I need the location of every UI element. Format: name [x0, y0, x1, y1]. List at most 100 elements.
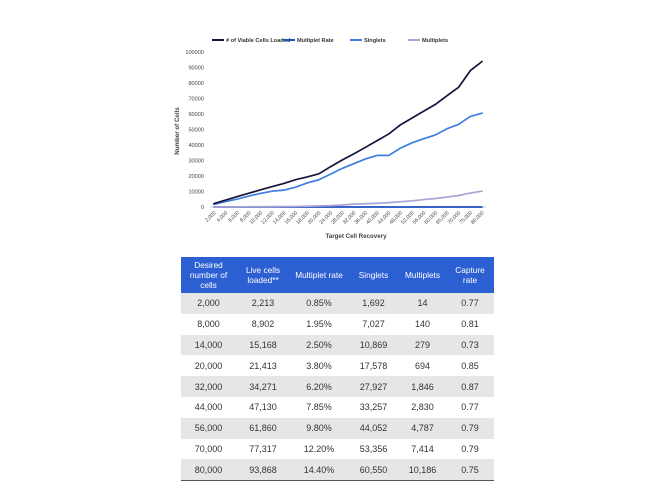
table-cell: 1.95%: [290, 313, 348, 335]
table-row: 32,000 34,271 6.20% 27,927 1,846 0.87: [181, 376, 494, 397]
chart-legend: # of Viable Cells Loaded Multiplet Rate Si…: [212, 38, 448, 44]
table-cell: 3.80%: [290, 355, 348, 377]
table-cell: 93,868: [236, 459, 290, 482]
table-cell: 7.85%: [290, 396, 348, 418]
table-header-cell: Live cells loaded**: [236, 257, 290, 293]
table-cell: 10,186: [399, 459, 446, 482]
table-cell: 0.75: [446, 459, 494, 482]
table-cell: 32,000: [181, 376, 236, 397]
legend-label: Multiplet Rate: [297, 38, 334, 44]
table-cell: 10,869: [348, 334, 399, 356]
table-cell: 47,130: [236, 396, 290, 418]
table-cell: 44,052: [348, 417, 399, 439]
results-table: Desired number of cells Live cells loaded…: [181, 257, 494, 482]
legend-label: Singlets: [364, 38, 386, 44]
legend-item: Multiplet Rate: [283, 38, 334, 44]
legend-item: Multiplets: [408, 38, 448, 44]
table-cell: 60,550: [348, 459, 399, 482]
x-tick-label: 4,000: [216, 210, 230, 224]
y-tick-label: 80000: [188, 81, 204, 87]
y-axis-title: Number of Cells: [174, 107, 181, 155]
table-cell: 44,000: [181, 396, 236, 418]
table-row: 8,000 8,902 1.95% 7,027 140 0.81: [181, 313, 494, 335]
table-row: 14,000 15,168 2.50% 10,869 279 0.73: [181, 334, 494, 356]
line-chart: # of Viable Cells Loaded Multiplet Rate Si…: [174, 38, 486, 240]
table-cell: 279: [399, 334, 446, 356]
table-cell: 0.85%: [290, 293, 348, 314]
x-axis: 2,0004,0006,0008,00010,00012,00014,00016…: [204, 206, 486, 226]
table-cell: 61,860: [236, 417, 290, 439]
table-cell: 14,000: [181, 334, 236, 356]
table-header-row: Desired number of cells Live cells loaded…: [181, 257, 494, 293]
table-cell: 7,414: [399, 438, 446, 460]
table-row: 44,000 47,130 7.85% 33,257 2,830 0.77: [181, 396, 494, 418]
table-cell: 9.80%: [290, 417, 348, 439]
plot-area: [213, 60, 483, 208]
table-cell: 0.79: [446, 417, 494, 439]
table-cell: 4,787: [399, 417, 446, 439]
table-row: 70,000 77,317 12.20% 53,356 7,414 0.79: [181, 438, 494, 460]
table-cell: 2.50%: [290, 334, 348, 356]
y-tick-label: 40000: [188, 143, 204, 149]
table-cell: 8,000: [181, 313, 236, 335]
x-tick-label: 80,000: [470, 210, 486, 226]
y-tick-label: 30000: [188, 159, 204, 165]
table-row: 2,000 2,213 0.85% 1,692 14 0.77: [181, 293, 494, 314]
table-header-cell: Multiplet rate: [290, 257, 348, 293]
table-cell: 1,692: [348, 293, 399, 314]
legend-item: Singlets: [350, 38, 386, 44]
table-cell: 0.85: [446, 355, 494, 377]
table-cell: 2,213: [236, 293, 290, 314]
table-header-cell: Desired number of cells: [181, 257, 236, 293]
table-cell: 20,000: [181, 355, 236, 377]
table-cell: 0.79: [446, 438, 494, 460]
table-cell: 77,317: [236, 438, 290, 460]
x-tick-label: 6,000: [227, 210, 241, 224]
legend-item: # of Viable Cells Loaded: [212, 38, 291, 44]
table-cell: 0.77: [446, 396, 494, 418]
x-tick-label: 2,000: [204, 210, 218, 224]
y-tick-label: 20000: [188, 174, 204, 180]
table-cell: 34,271: [236, 376, 290, 397]
y-tick-label: 10000: [188, 190, 204, 196]
legend-label: # of Viable Cells Loaded: [226, 38, 291, 44]
table-cell: 2,000: [181, 293, 236, 314]
table-cell: 0.81: [446, 313, 494, 335]
table-cell: 8,902: [236, 313, 290, 335]
table-row: 80,000 93,868 14.40% 60,550 10,186 0.75: [181, 459, 494, 482]
series-line-0: [213, 60, 483, 205]
y-tick-label: 90000: [188, 66, 204, 72]
table-cell: 14.40%: [290, 459, 348, 482]
y-tick-label: 50000: [188, 128, 204, 134]
table-cell: 33,257: [348, 396, 399, 418]
x-axis-title: Target Cell Recovery: [325, 233, 387, 240]
table-cell: 12.20%: [290, 438, 348, 460]
table-cell: 80,000: [181, 459, 236, 482]
table-cell: 6.20%: [290, 376, 348, 397]
table-cell: 53,356: [348, 438, 399, 460]
table-cell: 0.73: [446, 334, 494, 356]
y-tick-label: 70000: [188, 97, 204, 103]
y-axis: 0 10000 20000 30000 40000 50000 60000 70000 8000…: [185, 50, 204, 211]
table-cell: 0.77: [446, 293, 494, 314]
table-cell: 140: [399, 313, 446, 335]
table-cell: 1,846: [399, 376, 446, 397]
table-cell: 14: [399, 293, 446, 314]
y-tick-label: 60000: [188, 112, 204, 118]
y-tick-label: 100000: [185, 50, 204, 56]
table-header-cell: Singlets: [348, 257, 399, 293]
legend-label: Multiplets: [422, 38, 448, 44]
table-cell: 694: [399, 355, 446, 377]
table-header-cell: Capture rate: [446, 257, 494, 293]
table-cell: 27,927: [348, 376, 399, 397]
series-line-2: [213, 112, 483, 206]
table-cell: 15,168: [236, 334, 290, 356]
series-line-3: [213, 190, 483, 208]
table-row: 56,000 61,860 9.80% 44,052 4,787 0.79: [181, 417, 494, 439]
table-body: 2,000 2,213 0.85% 1,692 14 0.77 8,000 8,902 1.95…: [181, 293, 494, 482]
table-cell: 0.87: [446, 376, 494, 397]
table-cell: 21,413: [236, 355, 290, 377]
table-header-cell: Multiplets: [399, 257, 446, 293]
table-cell: 2,830: [399, 396, 446, 418]
table-cell: 70,000: [181, 438, 236, 460]
